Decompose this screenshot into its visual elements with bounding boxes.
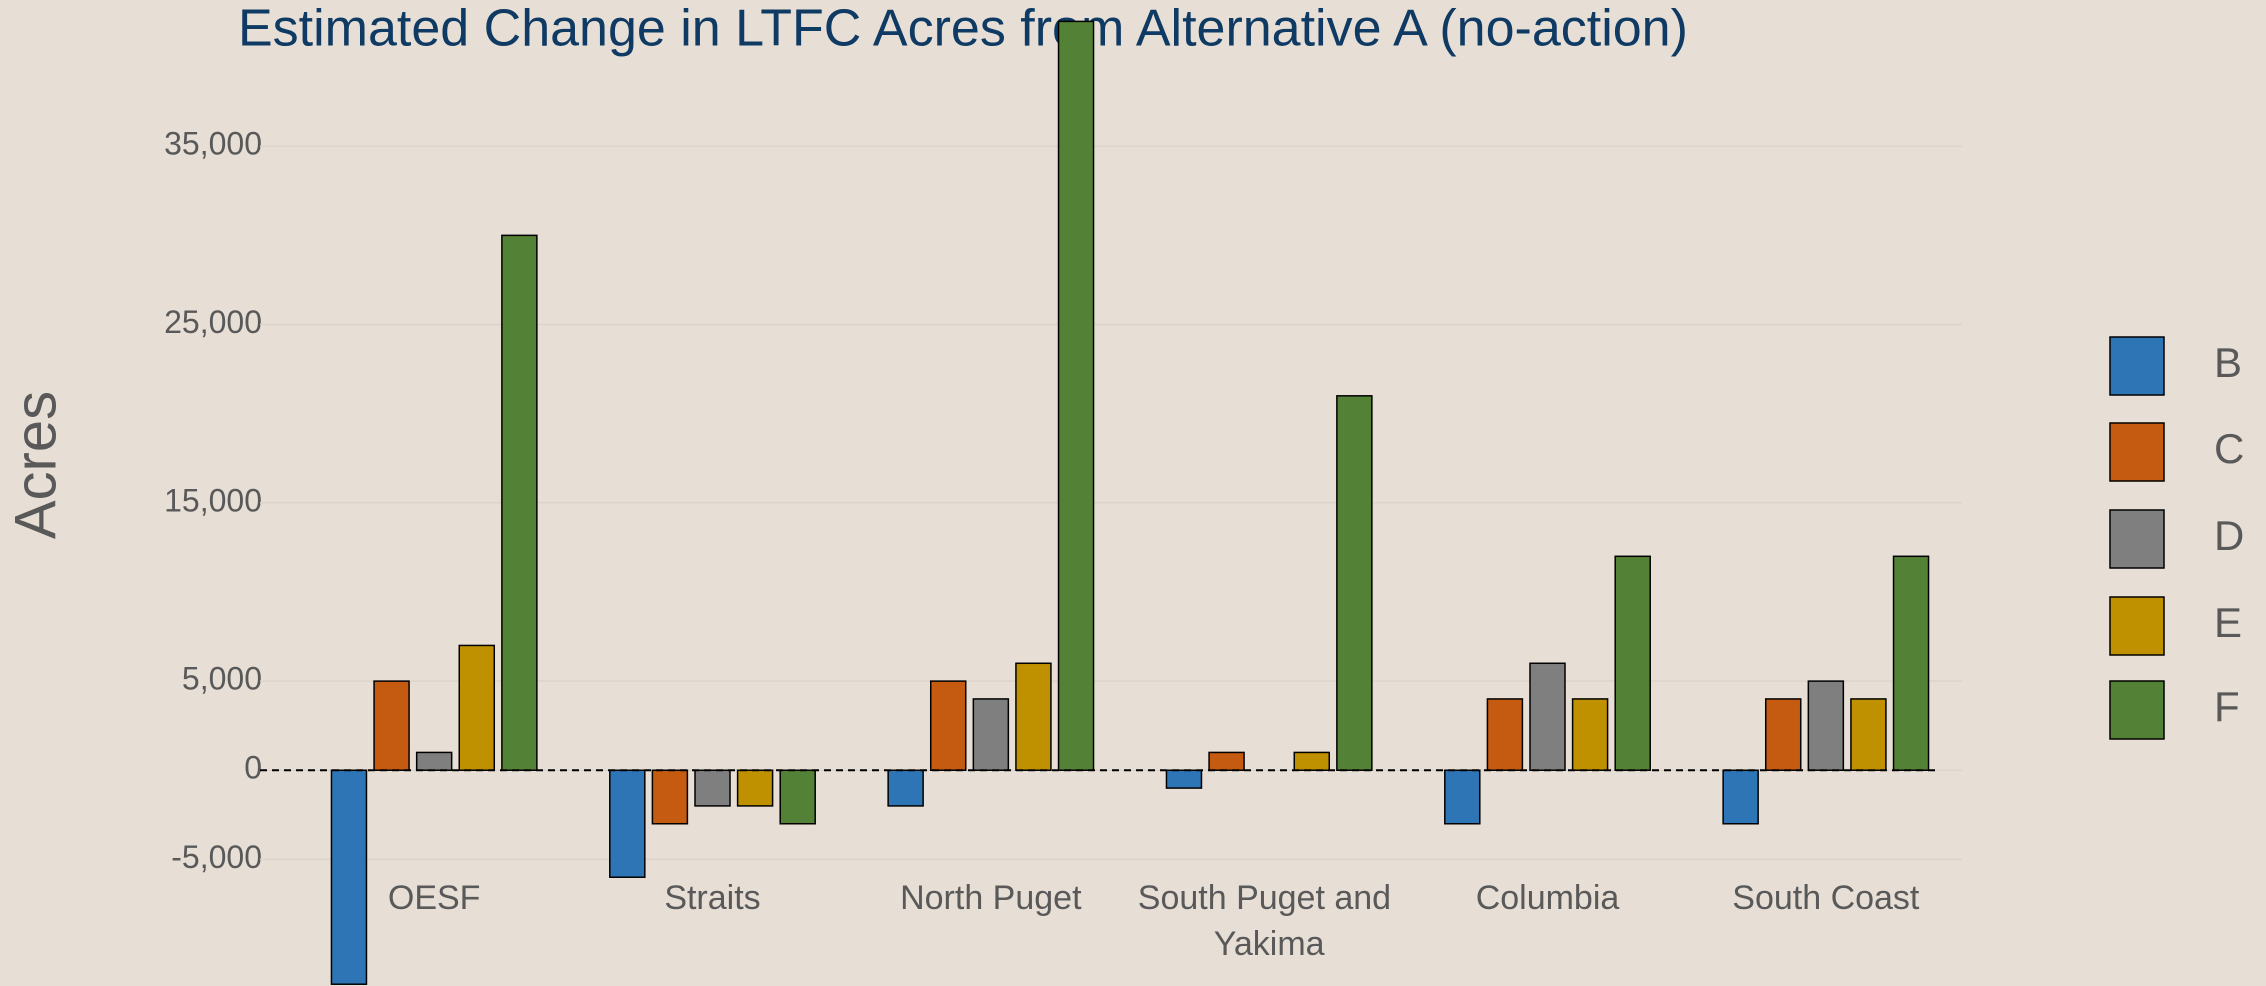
- legend-label: B: [2214, 339, 2242, 386]
- bar: [779, 769, 816, 825]
- y-tick-label: 0: [244, 750, 262, 786]
- y-tick-label: 5,000: [182, 661, 262, 697]
- legend-swatch: [2109, 336, 2165, 396]
- bar: [1015, 662, 1052, 772]
- y-tick-label: -5,000: [171, 839, 262, 875]
- legend-swatch: [2109, 509, 2165, 569]
- y-axis-label: Acres: [3, 391, 68, 539]
- bar: [1614, 555, 1651, 772]
- bar: [1165, 769, 1203, 789]
- bar: [1486, 698, 1524, 772]
- bar: [1293, 751, 1331, 772]
- bar: [1571, 698, 1609, 772]
- x-tick-label: OESF: [388, 879, 481, 917]
- bar: [1892, 555, 1930, 772]
- x-tick-label: Columbia: [1476, 879, 1620, 917]
- bar: [1208, 751, 1245, 772]
- bar: [736, 769, 774, 807]
- legend-label: F: [2214, 683, 2240, 730]
- bar: [609, 769, 646, 878]
- bar: [1807, 680, 1845, 772]
- bar: [415, 751, 453, 772]
- x-tick-label: Straits: [664, 879, 760, 917]
- legend-swatch: [2109, 422, 2165, 482]
- bar: [373, 680, 410, 772]
- bar: [651, 769, 689, 825]
- bar: [501, 234, 538, 772]
- chart-title: Estimated Change in LTFC Acres from Alte…: [238, 0, 1688, 58]
- bar: [972, 698, 1010, 772]
- bar: [1444, 769, 1481, 825]
- legend-label: D: [2214, 512, 2244, 559]
- y-tick-label: 35,000: [164, 126, 262, 162]
- bar: [458, 644, 496, 772]
- bar: [1850, 698, 1887, 772]
- x-tick-label: North Puget: [900, 879, 1082, 917]
- legend-swatch: [2109, 596, 2165, 656]
- x-tick-label: South Coast: [1732, 879, 1920, 917]
- legend-swatch: [2109, 680, 2165, 740]
- bar: [330, 769, 368, 985]
- bar: [694, 769, 731, 807]
- y-tick-label: 25,000: [164, 304, 262, 340]
- y-tick-label: 15,000: [164, 482, 262, 518]
- bar: [1057, 20, 1095, 772]
- bar: [1764, 698, 1802, 772]
- bar: [1336, 395, 1373, 772]
- bar: [929, 680, 967, 772]
- legend-label: E: [2214, 599, 2242, 646]
- x-tick-label: South Puget and Yakima: [1138, 879, 1401, 963]
- bar: [1722, 769, 1759, 825]
- bar: [1529, 662, 1566, 772]
- bar: [887, 769, 924, 807]
- legend-label: C: [2214, 425, 2244, 472]
